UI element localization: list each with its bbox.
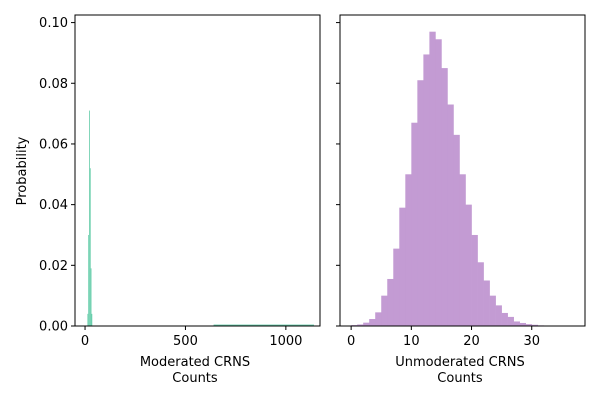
unmoderated-bar — [525, 324, 533, 326]
unmoderated-x-tick-label: 30 — [523, 334, 540, 349]
unmoderated-bar — [363, 322, 370, 326]
unmoderated-bar — [483, 280, 490, 326]
unmoderated-bar — [477, 262, 484, 326]
unmoderated-bar — [447, 104, 454, 326]
unmoderated-bar — [501, 312, 508, 326]
unmoderated-bar — [429, 31, 436, 326]
unmoderated-axes-frame — [339, 14, 586, 327]
unmoderated-bar — [411, 122, 418, 327]
unmoderated-bar — [531, 324, 539, 326]
unmoderated-x-tick-label: 10 — [403, 334, 420, 349]
unmoderated-bar — [459, 174, 466, 326]
unmoderated-histogram-panel: 0 10 20 30 Unmoderated CRNS Counts — [336, 14, 586, 386]
unmoderated-bars — [351, 31, 575, 327]
unmoderated-bar — [369, 319, 376, 326]
moderated-bar — [88, 234, 90, 326]
unmoderated-bar — [417, 80, 424, 326]
unmoderated-bar — [393, 248, 400, 326]
moderated-y-tick-label: 0.04 — [39, 198, 68, 213]
unmoderated-y-ticks — [336, 22, 340, 327]
moderated-y-tick-label: 0.06 — [39, 137, 68, 152]
moderated-bar — [89, 168, 91, 326]
moderated-y-tick-label: 0.08 — [39, 77, 68, 92]
moderated-bar — [90, 268, 92, 326]
moderated-bars — [87, 110, 314, 326]
unmoderated-x-ticks: 0 10 20 30 — [347, 326, 540, 349]
unmoderated-bar — [357, 324, 364, 326]
unmoderated-bar — [423, 54, 430, 326]
unmoderated-bar — [513, 321, 520, 326]
unmoderated-bar — [507, 316, 514, 326]
unmoderated-x-tick-label: 20 — [463, 334, 480, 349]
moderated-x-label-line1: Moderated CRNS — [140, 355, 250, 370]
unmoderated-bar — [441, 68, 448, 326]
unmoderated-bar — [435, 39, 442, 327]
unmoderated-bar — [519, 322, 527, 326]
moderated-tail-bars — [213, 324, 314, 326]
moderated-y-tick-label: 0.02 — [39, 259, 68, 274]
moderated-x-tick-label: 1000 — [269, 334, 302, 349]
unmoderated-bar — [471, 234, 478, 326]
unmoderated-bar — [489, 295, 496, 326]
unmoderated-bar — [381, 295, 388, 326]
unmoderated-bar — [399, 207, 406, 326]
unmoderated-bar — [495, 305, 502, 326]
unmoderated-bar — [405, 174, 412, 326]
unmoderated-bar — [387, 278, 394, 326]
unmoderated-bar — [375, 312, 382, 326]
moderated-bar — [87, 313, 89, 326]
unmoderated-x-label-line2: Counts — [437, 371, 483, 386]
moderated-histogram-panel: 0 500 1000 0.00 0.02 0.04 0.06 0.08 0.10 Modera… — [15, 14, 321, 386]
moderated-bar — [91, 313, 93, 326]
unmoderated-bar — [465, 204, 472, 326]
moderated-x-ticks: 0 500 1000 — [81, 326, 302, 349]
moderated-y-tick-label: 0.10 — [39, 16, 68, 31]
unmoderated-bar — [453, 134, 460, 326]
y-axis-label: Probability — [15, 136, 30, 205]
moderated-x-label-line2: Counts — [172, 371, 218, 386]
unmoderated-x-tick-label: 0 — [347, 334, 355, 349]
unmoderated-x-label-line1: Unmoderated CRNS — [395, 355, 525, 370]
moderated-x-tick-label: 500 — [173, 334, 198, 349]
moderated-y-ticks: 0.00 0.02 0.04 0.06 0.08 0.10 — [39, 16, 75, 335]
moderated-bar — [89, 110, 90, 326]
moderated-x-tick-label: 0 — [81, 334, 89, 349]
moderated-y-tick-label: 0.00 — [39, 320, 68, 335]
moderated-axes-frame — [74, 14, 321, 327]
